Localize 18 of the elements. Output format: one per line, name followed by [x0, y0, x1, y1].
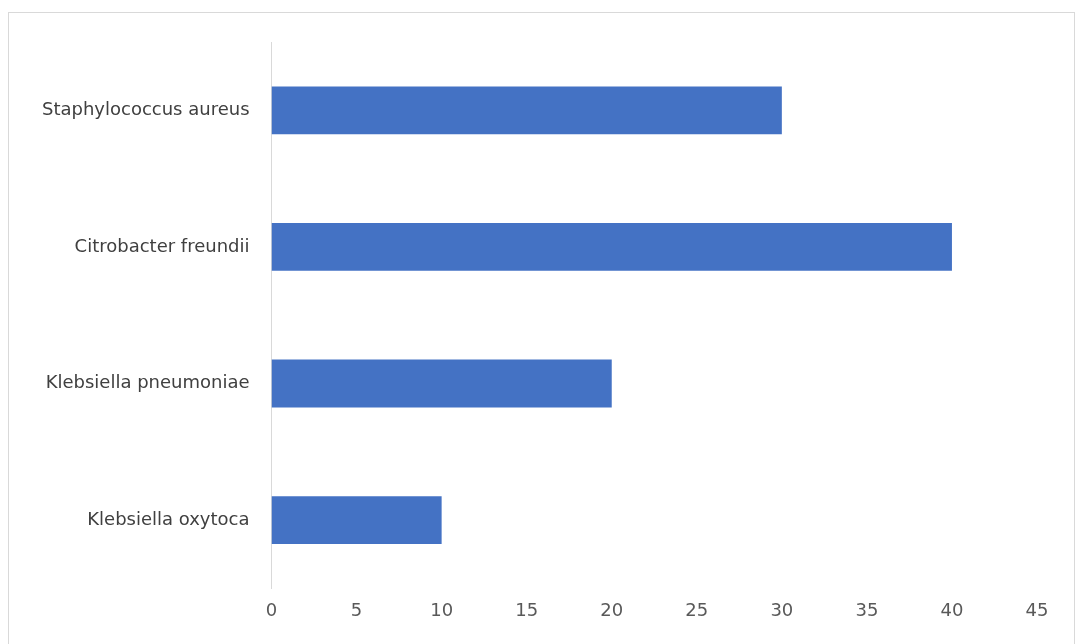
- bar: [271, 86, 782, 135]
- x-tick-label: 30: [770, 598, 794, 620]
- bar: [271, 223, 952, 271]
- x-tick-label: 40: [940, 598, 964, 620]
- x-tick-label: 20: [600, 598, 624, 620]
- x-tick-label: 35: [855, 598, 879, 620]
- bar: [271, 496, 442, 545]
- bar: [271, 359, 612, 408]
- x-tick-label: 5: [350, 598, 363, 620]
- x-tick-label: 25: [685, 598, 709, 620]
- x-tick-label: 45: [1025, 598, 1049, 620]
- x-tick-label: 10: [430, 598, 454, 620]
- y-tick-label: Citrobacter freundii: [74, 234, 250, 256]
- x-tick-label: 0: [265, 598, 278, 620]
- x-tick-label: 15: [515, 598, 539, 620]
- y-tick-label: Staphylococcus aureus: [42, 97, 250, 119]
- y-tick-label: Klebsiella pneumoniae: [45, 371, 250, 393]
- y-tick-label: Klebsiella oxytoca: [87, 507, 250, 529]
